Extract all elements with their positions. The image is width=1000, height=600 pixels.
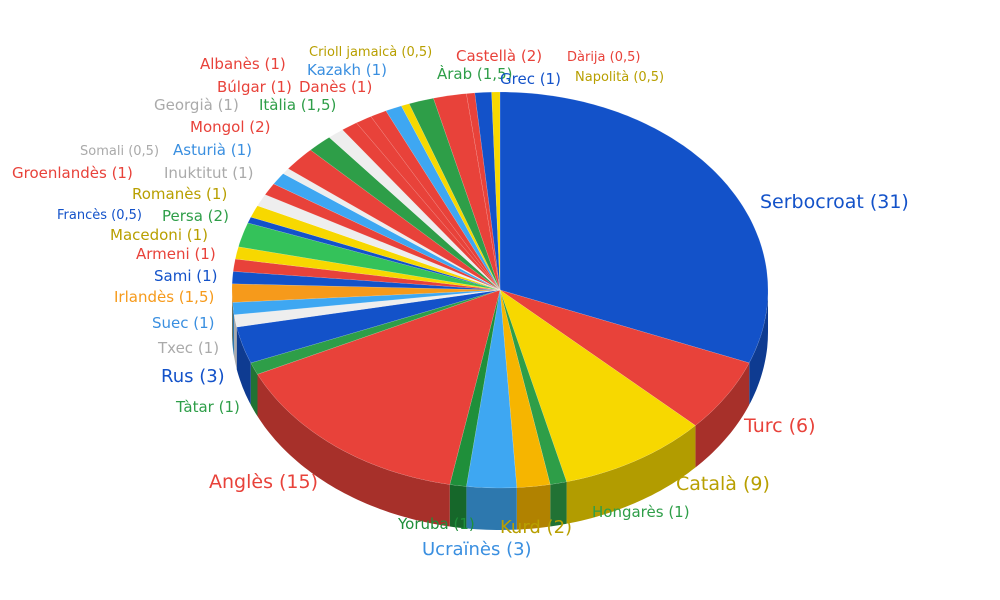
pie-slice-serbocroat — [499, 91, 769, 364]
pie-side-turc — [695, 362, 750, 468]
slice-label-bulgar: Búlgar (1) — [217, 78, 292, 96]
slice-label-persa: Persa (2) — [162, 207, 229, 225]
slice-label-yoruba: Yoruba (1) — [397, 515, 475, 533]
slice-label-txec: Txec (1) — [157, 339, 219, 357]
pie-side-angles — [257, 374, 450, 527]
pie-side-yoruba — [449, 484, 467, 529]
pie-side-layer — [232, 290, 768, 530]
pie-slice-kurd — [499, 289, 551, 488]
slice-label-turc: Turc (6) — [743, 415, 816, 437]
slice-label-darija: Dàrija (0,5) — [567, 50, 640, 65]
slice-label-crioll-jamaica: Crioll jamaicà (0,5) — [309, 45, 432, 60]
slice-label-arab: Àrab (1,5) — [437, 64, 512, 83]
pie-slice-napolita — [491, 91, 501, 291]
pie-slice-arab — [408, 97, 501, 291]
pie-slice-persa — [238, 222, 501, 291]
slice-label-napolita: Napolità (0,5) — [575, 70, 664, 85]
slice-label-georgia: Georgià (1) — [154, 96, 239, 114]
slice-label-sami: Sami (1) — [154, 267, 218, 285]
slice-label-suec: Suec (1) — [152, 314, 215, 332]
slice-label-groenlandes: Groenlandès (1) — [12, 164, 133, 182]
pie-slice-irlandes — [231, 283, 501, 303]
slice-label-serbocroat: Serbocroat (31) — [760, 191, 909, 213]
slice-label-italia: Itàlia (1,5) — [259, 96, 336, 114]
slice-label-angles: Anglès (15) — [209, 471, 318, 493]
slice-label-asturia: Asturià (1) — [173, 141, 252, 159]
slice-label-danes: Danès (1) — [299, 78, 372, 96]
slice-label-tatar: Tàtar (1) — [175, 398, 240, 416]
pie-slice-italia — [310, 137, 501, 291]
pie-slice-castella — [433, 93, 501, 291]
pie-slice-catala — [499, 289, 696, 483]
pie-side-hongares — [550, 481, 567, 527]
pie-side-tatar — [250, 362, 258, 417]
slice-label-hongares: Hongarès (1) — [592, 503, 690, 521]
slice-label-grec: Grec (1) — [500, 70, 561, 88]
pie-side-rus — [236, 327, 251, 405]
slice-label-somali: Somali (0,5) — [80, 144, 159, 159]
pie-top-layer — [231, 91, 769, 489]
slice-label-armeni: Armeni (1) — [136, 245, 216, 263]
pie-side-irlandes — [232, 290, 233, 345]
pie-side-catala — [566, 425, 696, 524]
slice-label-castella: Castellà (2) — [456, 47, 542, 65]
slice-label-irlandes: Irlandès (1,5) — [114, 288, 214, 306]
pie-side-ucraines — [466, 486, 517, 530]
pie-label-layer: Serbocroat (31) Turc (6) Català (9) Hongarè… — [12, 45, 909, 560]
slice-label-kazakh: Kazakh (1) — [307, 61, 387, 79]
pie-slice-turc — [499, 289, 750, 426]
pie-slice-mongol — [287, 149, 501, 291]
pie-side-kurd — [516, 484, 551, 530]
pie-side-txec — [234, 314, 237, 370]
slice-label-inuktitut: Inuktitut (1) — [164, 164, 253, 182]
slice-label-mongol: Mongol (2) — [190, 118, 271, 136]
pie-slice-ucraines — [466, 289, 518, 489]
slice-label-romanes: Romanès (1) — [132, 185, 227, 203]
slice-label-rus: Rus (3) — [161, 366, 225, 387]
slice-label-macedoni: Macedoni (1) — [110, 226, 208, 244]
pie-slice-angles — [257, 289, 501, 485]
slice-label-frances: Francès (0,5) — [57, 208, 142, 223]
pie-slice-rus — [236, 289, 501, 364]
pie-side-suec — [232, 302, 235, 357]
slice-label-albanes: Albanès (1) — [200, 55, 286, 73]
slice-label-ucraines: Ucraïnès (3) — [422, 539, 532, 560]
slice-label-kurd: Kurd (2) — [500, 517, 572, 538]
pie-side-serbocroat — [749, 290, 768, 405]
slice-label-catala: Català (9) — [676, 473, 770, 495]
